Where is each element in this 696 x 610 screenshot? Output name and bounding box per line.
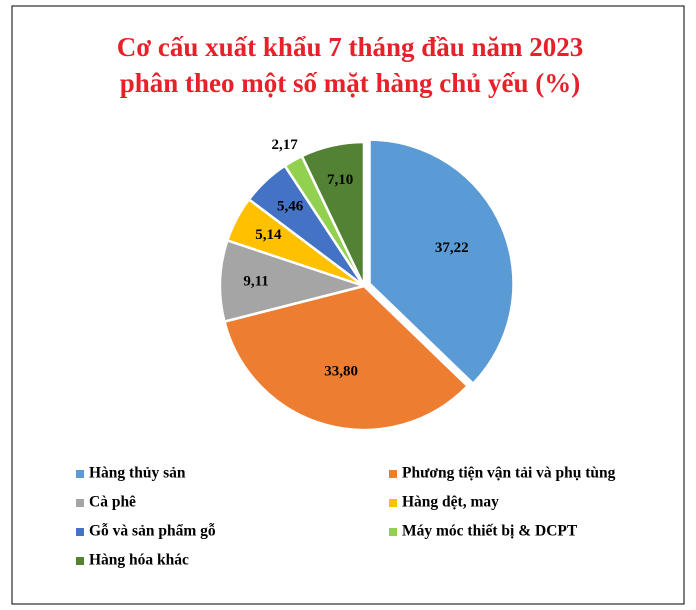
legend-label: Hàng thủy sản	[89, 465, 186, 482]
pie-slice	[368, 138, 515, 386]
legend-label: Hàng hóa khác	[89, 552, 189, 569]
legend-swatch	[389, 528, 397, 536]
legend-swatch	[76, 557, 84, 565]
data-label: 9,11	[243, 274, 268, 290]
data-label: 37,22	[435, 240, 469, 256]
legend-label: Máy móc thiết bị & DCPT	[402, 523, 578, 540]
pie-slice	[218, 238, 369, 324]
legend-label: Phương tiện vận tải và phụ tùng	[402, 465, 616, 482]
chart-title: Cơ cấu xuất khẩu 7 tháng đầu năm 2023	[117, 32, 584, 62]
legend-swatch	[76, 499, 84, 507]
legend-label: Gỗ và sản phẩm gỗ	[89, 523, 216, 540]
data-label: 33,80	[324, 364, 358, 380]
legend-label: Cà phê	[89, 494, 136, 511]
data-label: 5,14	[255, 227, 282, 243]
pie-slice	[300, 140, 366, 287]
legend-label: Hàng dệt, may	[402, 494, 499, 511]
legend-swatch	[76, 528, 84, 536]
data-label: 5,46	[277, 199, 304, 215]
data-label: 2,17	[272, 137, 299, 153]
data-label: 7,10	[327, 172, 353, 188]
legend-swatch	[389, 470, 397, 478]
legend-swatch	[76, 470, 84, 478]
legend-swatch	[389, 499, 397, 507]
chart-title: phân theo một số mặt hàng chủ yếu (%)	[120, 68, 581, 98]
pie-slice	[222, 284, 470, 432]
